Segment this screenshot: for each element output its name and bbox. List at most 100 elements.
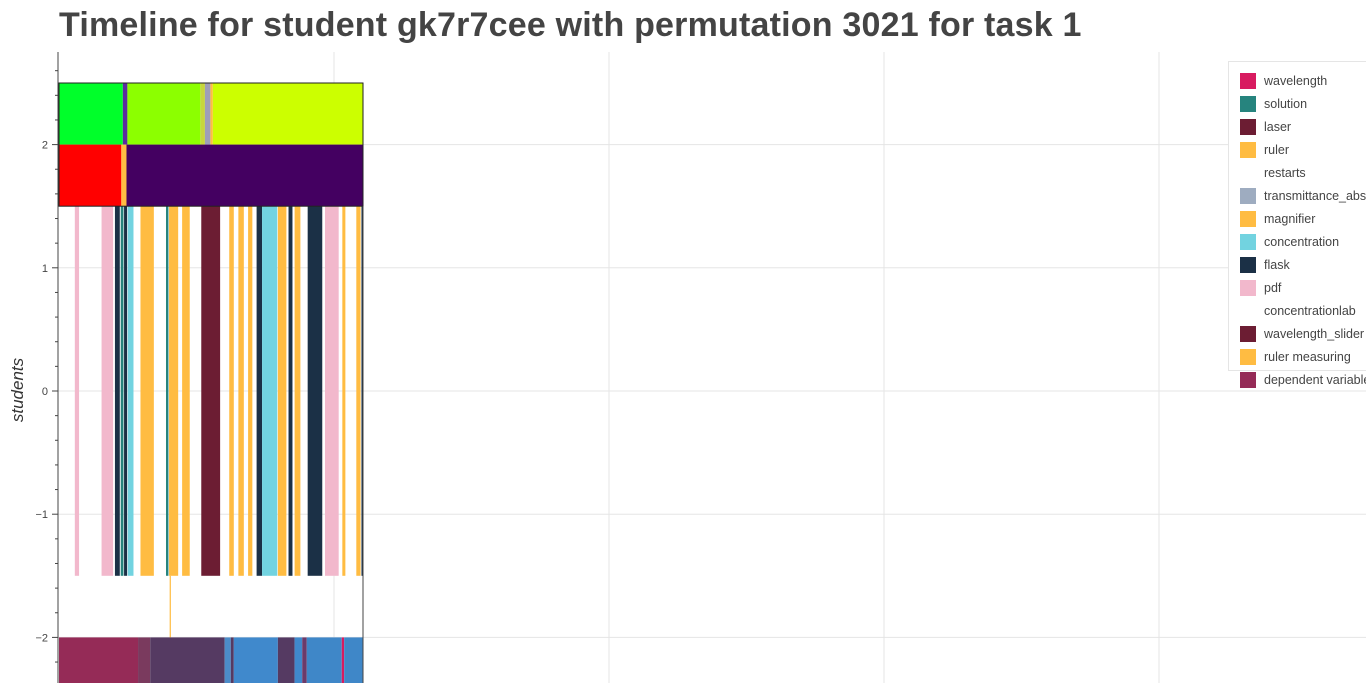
y-tick-label-3: 1 xyxy=(42,263,48,275)
legend-item-6[interactable]: magnifier xyxy=(1240,211,1315,227)
row-middle-segment-13 xyxy=(248,206,253,576)
legend-item-1[interactable]: solution xyxy=(1240,96,1307,112)
legend-label-9: pdf xyxy=(1264,281,1282,295)
row-middle-segment-5 xyxy=(127,206,134,576)
row-middle-segment-12 xyxy=(238,206,244,576)
legend-swatch-8 xyxy=(1240,257,1256,273)
legend-swatch-5 xyxy=(1240,188,1256,204)
legend-swatch-12 xyxy=(1240,349,1256,365)
timeline-bars xyxy=(58,82,364,683)
row-middle-segment-1 xyxy=(101,206,114,576)
legend-item-7[interactable]: concentration xyxy=(1240,234,1339,250)
row-top-segment-2 xyxy=(127,83,201,145)
legend-label-6: magnifier xyxy=(1264,212,1316,226)
row-second-segment-1 xyxy=(121,144,127,207)
legend-swatch-1 xyxy=(1240,96,1256,112)
row-middle-segment-7 xyxy=(166,206,169,576)
legend-swatch-9 xyxy=(1240,280,1256,296)
legend-label-12: ruler measuring xyxy=(1264,350,1351,364)
row-bottom-segment-6 xyxy=(277,637,295,683)
row-middle-segment-4 xyxy=(124,206,128,576)
legend-label-1: solution xyxy=(1264,97,1308,111)
row-middle-segment-23 xyxy=(361,206,363,576)
row-middle-segment-22 xyxy=(356,206,361,576)
row-top-segment-4 xyxy=(204,83,211,145)
row-middle-segment-3 xyxy=(120,206,124,576)
legend-swatch-13 xyxy=(1240,372,1256,388)
legend-swatch-3 xyxy=(1240,142,1256,158)
legend-item-11[interactable]: wavelength_slider xyxy=(1240,326,1364,342)
legend-swatch-10 xyxy=(1240,303,1256,319)
row-bottom-segment-7 xyxy=(294,637,303,683)
row-middle-segment-6 xyxy=(140,206,154,576)
row-middle-segment-8 xyxy=(169,206,179,576)
legend-item-13[interactable]: dependent variable xyxy=(1240,372,1366,388)
row-top-segment-6 xyxy=(212,83,363,145)
y-axis: −2 −1 0 1 2 xyxy=(35,52,59,683)
top-block-outline xyxy=(58,82,364,207)
row-middle-segment-2 xyxy=(114,206,120,576)
legend-label-13: dependent variable xyxy=(1264,373,1366,387)
row-bottom-segment-0 xyxy=(59,637,139,683)
legend-swatch-6 xyxy=(1240,211,1256,227)
legend-swatch-2 xyxy=(1240,119,1256,135)
legend-label-2: laser xyxy=(1264,120,1292,134)
row-second-segment-0 xyxy=(59,144,122,207)
legend-item-0[interactable]: wavelength xyxy=(1240,73,1327,89)
row-middle-segment-17 xyxy=(288,206,293,576)
legend-item-2[interactable]: laser xyxy=(1240,119,1291,135)
legend: wavelength solution laser ruler restarts tran… xyxy=(1228,61,1366,388)
row-middle-segment-0 xyxy=(74,206,80,576)
row-middle-segment-10 xyxy=(201,206,221,576)
row-middle-segment-11 xyxy=(229,206,234,576)
y-tick-label-1: −1 xyxy=(35,509,48,521)
legend-swatch-0 xyxy=(1240,73,1256,89)
legend-label-5: transmittance_abs xyxy=(1264,189,1366,203)
legend-swatch-4 xyxy=(1240,165,1256,181)
y-tick-label-2: 0 xyxy=(42,386,48,398)
row-middle-segment-20 xyxy=(325,206,339,576)
row-middle-segment-19 xyxy=(307,206,323,576)
row-bottom-segment-11 xyxy=(344,637,363,683)
row-top-segment-1 xyxy=(122,83,128,145)
legend-swatch-7 xyxy=(1240,234,1256,250)
legend-label-3: ruler xyxy=(1264,143,1290,157)
legend-item-5[interactable]: transmittance_abs xyxy=(1240,188,1366,204)
row-middle-segment-9 xyxy=(182,206,190,576)
row-middle-segment-18 xyxy=(294,206,301,576)
row-top-segment-5 xyxy=(210,83,213,145)
row-bottom-segment-2 xyxy=(150,637,225,683)
y-tick-label-4: 2 xyxy=(42,140,48,152)
row-top-segment-3 xyxy=(200,83,205,145)
legend-label-0: wavelength xyxy=(1264,74,1328,88)
row-bottom-segment-3 xyxy=(224,637,231,683)
legend-label-11: wavelength_slider xyxy=(1264,327,1365,341)
legend-item-9[interactable]: pdf xyxy=(1240,280,1281,296)
legend-label-8: flask xyxy=(1264,258,1290,272)
legend-item-4[interactable]: restarts xyxy=(1240,165,1306,181)
row-bottom-segment-9 xyxy=(306,637,342,683)
legend-label-4: restarts xyxy=(1264,166,1306,180)
row-middle-segment-16 xyxy=(277,206,287,576)
row-bottom-segment-4 xyxy=(230,637,234,683)
row-top-segment-0 xyxy=(59,83,123,145)
chart-title: Timeline for student gk7r7cee with permu… xyxy=(59,6,1082,44)
row-restart-line-segment-0 xyxy=(169,575,171,638)
row-bottom-segment-1 xyxy=(138,637,151,683)
y-axis-label: students xyxy=(8,357,27,422)
row-middle-segment-14 xyxy=(256,206,263,576)
row-bottom-segment-5 xyxy=(233,637,278,683)
legend-item-8[interactable]: flask xyxy=(1240,257,1290,273)
legend-item-10[interactable]: concentrationlab xyxy=(1240,303,1356,319)
legend-label-10: concentrationlab xyxy=(1264,304,1356,318)
row-bottom-segment-10 xyxy=(341,637,345,683)
legend-item-12[interactable]: ruler measuring xyxy=(1240,349,1351,365)
row-middle-segment-21 xyxy=(342,206,346,576)
y-tick-label-0: −2 xyxy=(35,632,48,644)
row-bottom-segment-8 xyxy=(302,637,307,683)
legend-label-7: concentration xyxy=(1264,235,1340,249)
legend-item-3[interactable]: ruler xyxy=(1240,142,1289,158)
row-middle-segment-15 xyxy=(262,206,278,576)
row-second-segment-2 xyxy=(126,144,364,207)
